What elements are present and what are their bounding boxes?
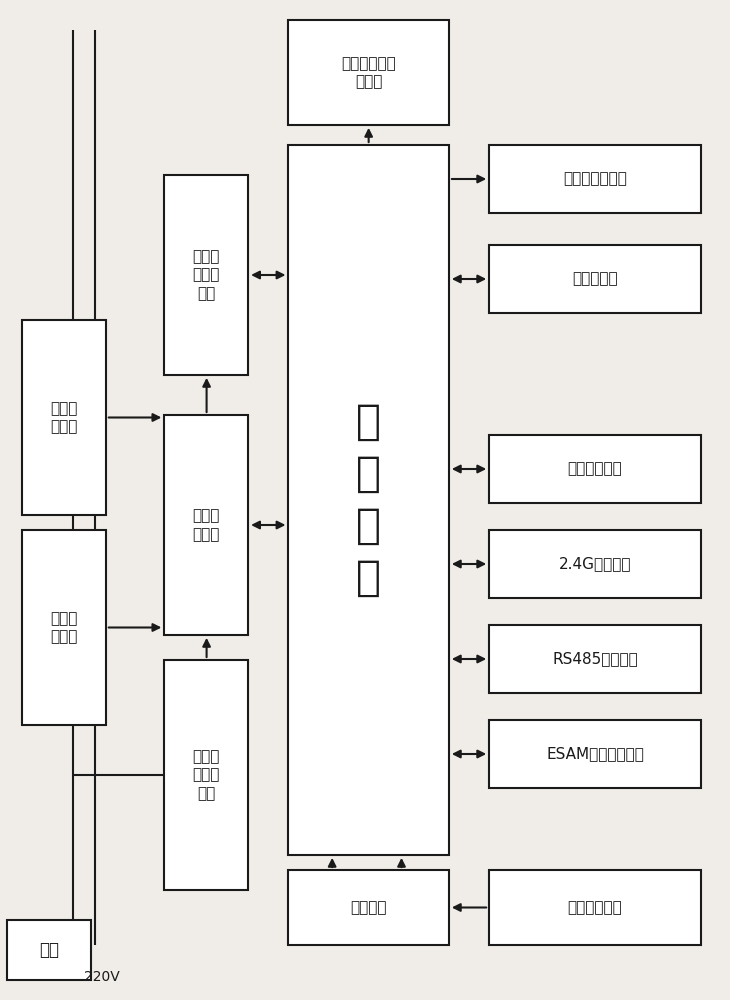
Bar — [288, 145, 449, 855]
Bar — [164, 175, 248, 375]
Bar — [489, 435, 701, 503]
Text: 2.4G无线模块: 2.4G无线模块 — [558, 556, 631, 572]
Text: 液晶驱动及显
示模块: 液晶驱动及显 示模块 — [341, 56, 396, 89]
Bar — [489, 625, 701, 693]
Bar — [489, 720, 701, 788]
Bar — [489, 530, 701, 598]
Bar — [288, 20, 449, 125]
Text: 电能脉
冲输出
模块: 电能脉 冲输出 模块 — [193, 249, 220, 301]
Text: 负载: 负载 — [39, 941, 59, 959]
Text: 微
处
理
器: 微 处 理 器 — [356, 401, 381, 599]
Bar — [164, 415, 248, 635]
Bar — [489, 245, 701, 313]
Bar — [7, 920, 91, 980]
Bar — [288, 870, 449, 945]
Text: 电能计
量芯片: 电能计 量芯片 — [193, 508, 220, 542]
Text: 按键输入模块: 按键输入模块 — [568, 462, 622, 477]
Bar — [489, 870, 701, 945]
Text: 零线电
流取样
模块: 零线电 流取样 模块 — [193, 749, 220, 801]
Text: 电压采
样模块: 电压采 样模块 — [50, 401, 77, 434]
Bar — [489, 145, 701, 213]
Text: 电源模块: 电源模块 — [350, 900, 387, 915]
Text: 日计时电路模块: 日计时电路模块 — [563, 171, 627, 186]
Text: 存储器模块: 存储器模块 — [572, 271, 618, 286]
Bar — [22, 320, 106, 515]
Text: 220V: 220V — [84, 970, 120, 984]
Bar — [22, 530, 106, 725]
Text: ESAM安全认证模块: ESAM安全认证模块 — [546, 746, 644, 762]
Text: RS485通讯模块: RS485通讯模块 — [552, 652, 638, 667]
Text: 电流采
样模块: 电流采 样模块 — [50, 611, 77, 644]
Bar — [164, 660, 248, 890]
Text: 后备电池模块: 后备电池模块 — [568, 900, 622, 915]
